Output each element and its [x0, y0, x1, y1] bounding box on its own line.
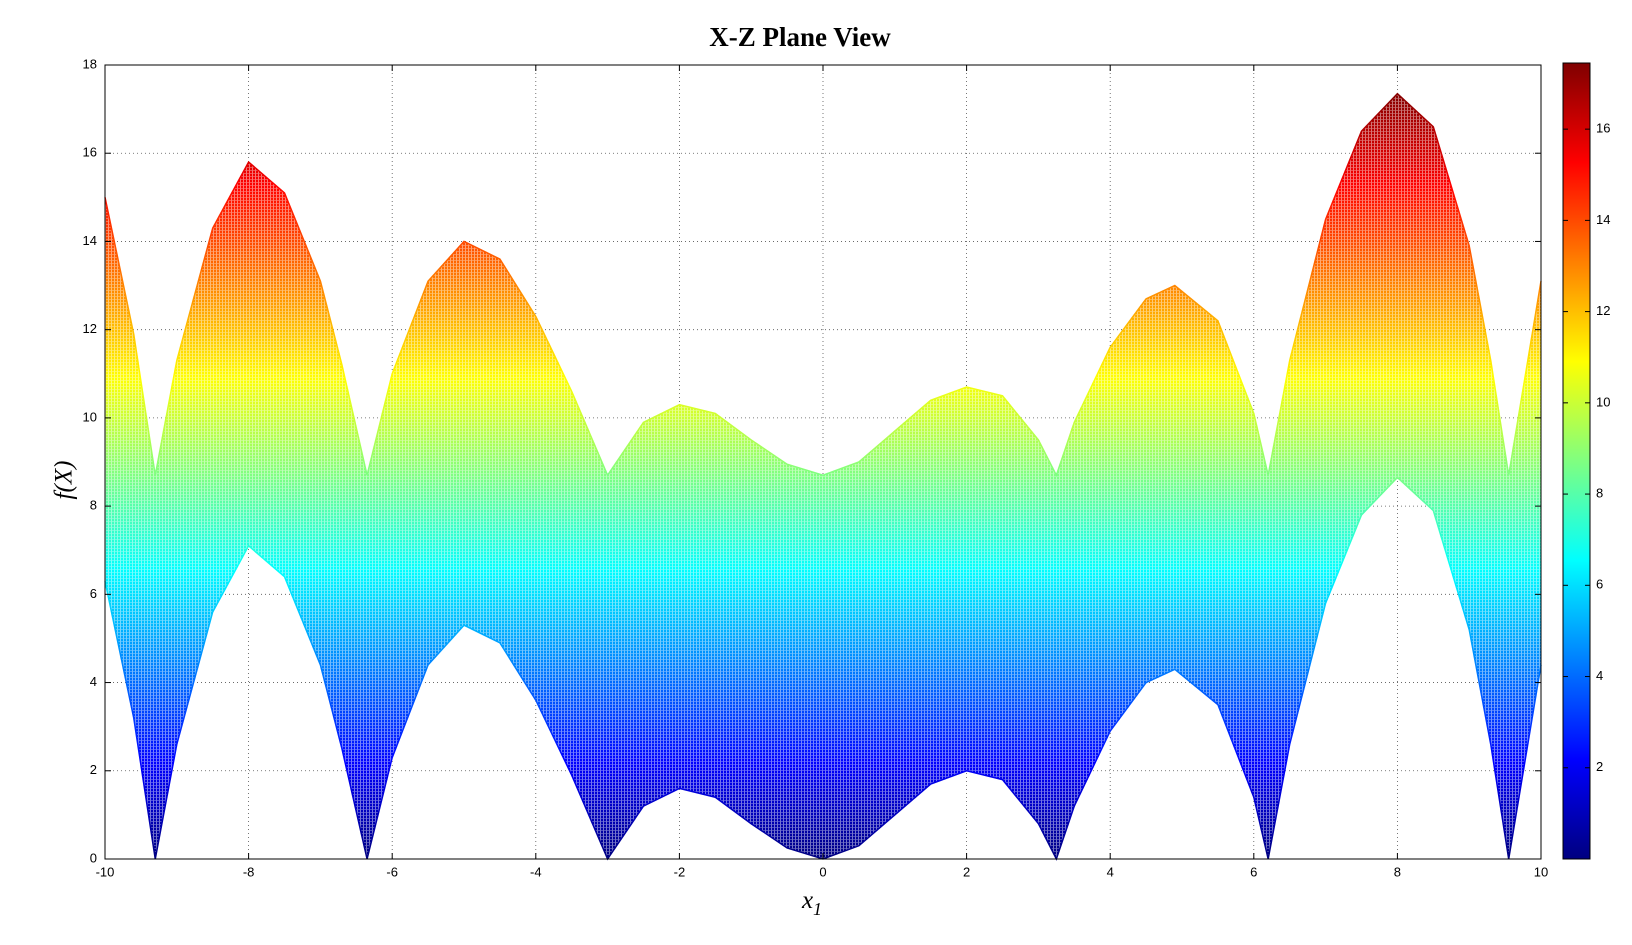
x-tick-label: -4 — [530, 864, 542, 879]
y-tick-label: 4 — [90, 674, 97, 689]
y-tick-label: 18 — [83, 56, 97, 71]
x-tick-label: 2 — [963, 864, 970, 879]
y-tick-label: 8 — [90, 498, 97, 513]
band-edge — [104, 92, 1542, 478]
colorbar-tick-label: 2 — [1596, 759, 1603, 774]
x-label-base: x — [801, 887, 813, 914]
x-tick-label: 10 — [1534, 864, 1548, 879]
x-label-subscript: 1 — [813, 899, 822, 919]
x-tick-label: 4 — [1107, 864, 1114, 879]
y-tick-label: 2 — [90, 762, 97, 777]
chart-title: X-Z Plane View — [709, 22, 891, 52]
y-tick-label: 16 — [83, 145, 97, 160]
x-tick-label: -8 — [243, 864, 255, 879]
colorbar-tick-label: 6 — [1596, 577, 1603, 592]
colorbar-tick-label: 4 — [1596, 668, 1603, 683]
colorbar — [1562, 62, 1591, 860]
colorbar-tick-label: 16 — [1596, 121, 1610, 136]
x-tick-label: 0 — [819, 864, 826, 879]
x-tick-label: 8 — [1394, 864, 1401, 879]
x-tick-label: -10 — [96, 864, 115, 879]
band-texture — [105, 93, 1541, 859]
x-tick-label: -2 — [674, 864, 686, 879]
y-tick-label: 6 — [90, 586, 97, 601]
x-tick-label: 6 — [1250, 864, 1257, 879]
band-edge — [104, 476, 1542, 861]
colorbar-tick-label: 10 — [1596, 394, 1610, 409]
colorbar-tick-label: 14 — [1596, 212, 1610, 227]
y-tick-label: 0 — [90, 850, 97, 865]
y-tick-label: 14 — [83, 233, 97, 248]
colorbar-tick-label: 12 — [1596, 303, 1610, 318]
x-axis-label: x1 — [801, 887, 822, 919]
y-tick-label: 10 — [83, 409, 97, 424]
colorbar-tick-label: 8 — [1596, 486, 1603, 501]
x-tick-label: -6 — [386, 864, 398, 879]
y-tick-label: 12 — [83, 321, 97, 336]
y-axis-label: f(X) — [51, 461, 78, 500]
